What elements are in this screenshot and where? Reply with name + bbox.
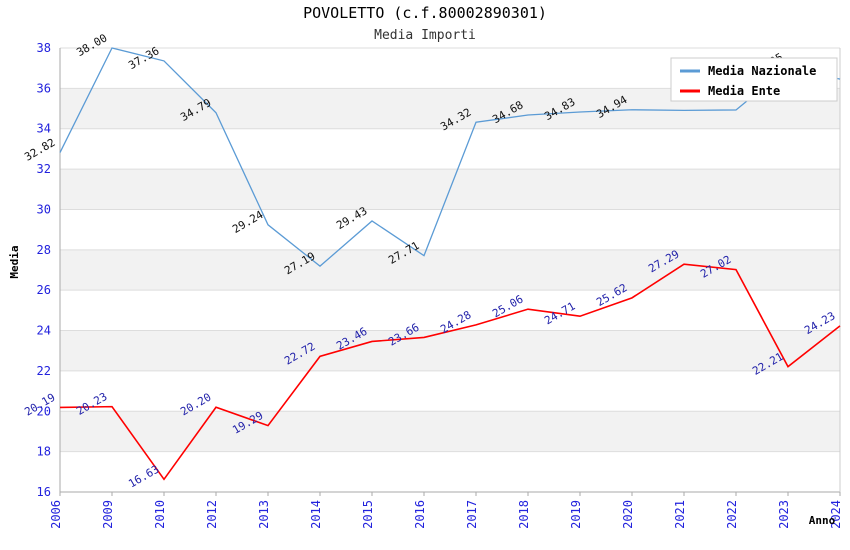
x-tick-label: 2018	[517, 500, 531, 529]
plot-band	[60, 128, 840, 170]
y-tick-label: 38	[37, 41, 51, 55]
x-axis-label: Anno	[809, 514, 836, 527]
x-tick-label: 2013	[257, 500, 271, 529]
x-tick-label: 2019	[569, 500, 583, 529]
chart-subtitle: Media Importi	[374, 28, 476, 43]
series-line-media-nazionale	[59, 47, 841, 268]
plot-band	[60, 411, 840, 452]
x-tick-label: 2016	[413, 500, 427, 529]
x-tick-label: 2017	[465, 500, 479, 529]
y-tick-label: 28	[37, 243, 51, 257]
y-tick-label: 34	[37, 122, 51, 136]
x-tick-label: 2024	[829, 500, 843, 529]
series-line-media-ente	[59, 263, 841, 481]
x-tick-label: 2014	[309, 500, 323, 529]
y-axis-label: Media	[8, 245, 21, 278]
plot-band	[60, 370, 840, 412]
chart-title: POVOLETTO (c.f.80002890301)	[303, 4, 547, 22]
y-tick-label: 16	[37, 485, 51, 499]
x-tick-label: 2015	[361, 500, 375, 529]
series-lines	[59, 47, 841, 481]
x-tick-label: 2010	[153, 500, 167, 529]
y-tick-label: 36	[37, 81, 51, 95]
plot-band	[60, 290, 840, 331]
x-tick-label: 2009	[101, 500, 115, 529]
legend-label[interactable]: Media Ente	[708, 84, 780, 98]
x-tick-label: 2006	[49, 500, 63, 529]
legend-box	[670, 57, 838, 102]
x-tick-label: 2022	[725, 500, 739, 529]
chart-legend[interactable]: Media Nazionale Media Ente	[670, 57, 838, 102]
x-tick-label: 2021	[673, 500, 687, 529]
x-axis-ticks: 2006 2009 2010 2012 2013 2014 2015 2016 2017 2018…	[49, 492, 843, 529]
y-tick-label: 20	[37, 404, 51, 418]
legend-label[interactable]: Media Nazionale	[708, 64, 816, 78]
x-tick-label: 2012	[205, 500, 219, 529]
y-axis-ticks: 16 18 20 22 24 26 28 30 32 34 36 38	[37, 41, 51, 499]
y-tick-label: 18	[37, 445, 51, 459]
plot-band	[60, 209, 840, 250]
plot-band	[60, 451, 840, 492]
plot-band	[60, 330, 840, 371]
x-tick-label: 2023	[777, 500, 791, 529]
x-tick-label: 2020	[621, 500, 635, 529]
y-tick-label: 22	[37, 364, 51, 378]
y-tick-label: 30	[37, 202, 51, 216]
y-tick-label: 26	[37, 283, 51, 297]
y-tick-label: 32	[37, 162, 51, 176]
plot-band	[60, 249, 840, 291]
y-tick-label: 24	[37, 324, 51, 338]
